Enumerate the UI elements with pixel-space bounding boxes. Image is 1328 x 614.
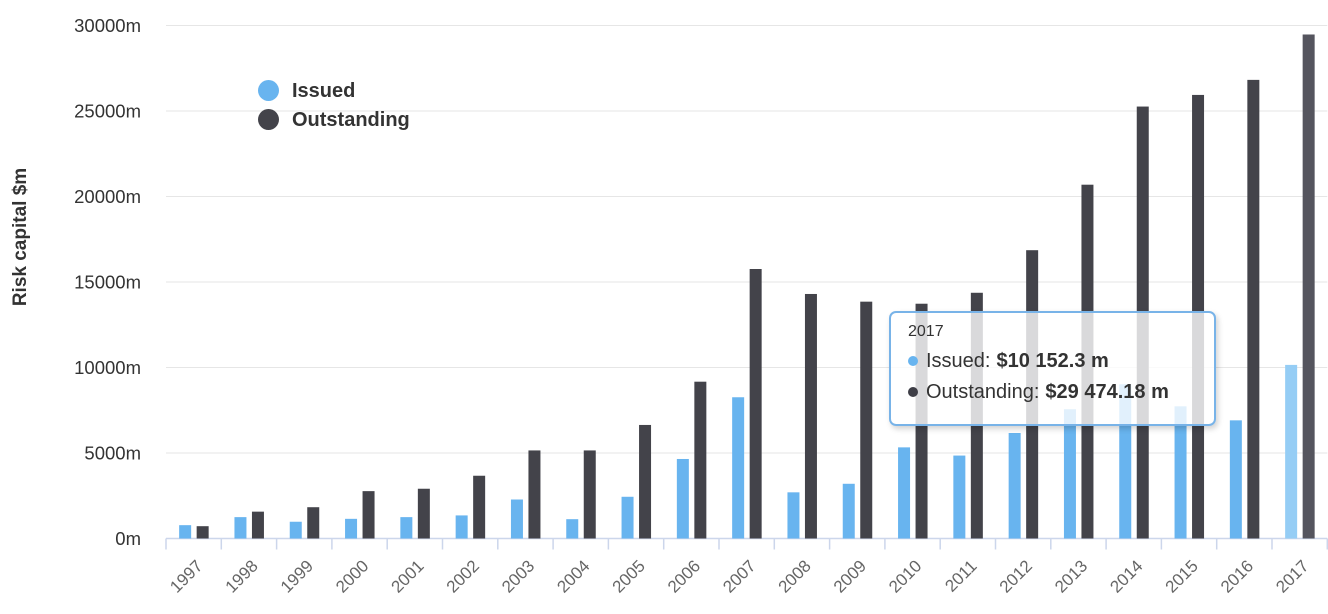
- bar-outstanding-1998[interactable]: [251, 511, 264, 539]
- bar-issued-1997[interactable]: [179, 525, 192, 539]
- bar-outstanding-2015[interactable]: [1192, 94, 1205, 539]
- x-tick-label-2016: 2016: [1217, 556, 1257, 596]
- y-tick-label-25000m: 25000m: [74, 101, 141, 122]
- x-tick-label-2011: 2011: [941, 556, 980, 595]
- bar-outstanding-2012[interactable]: [1026, 250, 1039, 539]
- bar-outstanding-1997[interactable]: [196, 526, 209, 539]
- bar-issued-2012[interactable]: [1008, 432, 1021, 539]
- bar-outstanding-2010[interactable]: [915, 303, 928, 539]
- bar-issued-2000[interactable]: [345, 518, 358, 539]
- legend-label: Outstanding: [292, 108, 410, 131]
- bar-outstanding-2001[interactable]: [417, 488, 430, 539]
- bar-issued-2005[interactable]: [621, 496, 634, 539]
- bar-issued-1999[interactable]: [289, 521, 302, 539]
- bar-issued-2004[interactable]: [566, 519, 579, 539]
- bar-issued-2008[interactable]: [787, 492, 800, 539]
- bar-issued-2010[interactable]: [898, 447, 911, 539]
- bar-outstanding-2013[interactable]: [1081, 184, 1094, 539]
- bar-outstanding-2003[interactable]: [528, 450, 541, 539]
- bar-issued-2016[interactable]: [1229, 420, 1242, 539]
- x-tick-label-2005: 2005: [609, 556, 649, 596]
- bar-issued-2013[interactable]: [1063, 409, 1076, 539]
- x-tick-label-2000: 2000: [332, 556, 372, 596]
- x-tick-label-2008: 2008: [775, 556, 815, 596]
- legend-item-issued[interactable]: Issued: [258, 79, 410, 102]
- x-tick-label-2009: 2009: [830, 556, 870, 596]
- y-tick-label-10000m: 10000m: [74, 357, 141, 378]
- legend: Issued Outstanding: [258, 79, 410, 137]
- y-tick-label-15000m: 15000m: [74, 272, 141, 293]
- outstanding-series-marker-icon: [258, 109, 279, 130]
- bar-outstanding-2007[interactable]: [749, 269, 762, 539]
- bar-issued-2017[interactable]: [1285, 364, 1298, 539]
- bar-issued-2011[interactable]: [953, 455, 966, 539]
- y-tick-label-5000m: 5000m: [84, 443, 141, 464]
- bar-outstanding-2006[interactable]: [694, 381, 707, 539]
- bar-issued-1998[interactable]: [234, 517, 247, 539]
- y-tick-label-0m: 0m: [115, 528, 141, 549]
- legend-label: Issued: [292, 79, 356, 102]
- legend-item-outstanding[interactable]: Outstanding: [258, 108, 410, 131]
- bar-outstanding-2002[interactable]: [473, 475, 486, 539]
- bar-outstanding-2011[interactable]: [970, 292, 983, 539]
- bar-issued-2009[interactable]: [842, 483, 855, 539]
- bar-outstanding-2005[interactable]: [639, 424, 652, 539]
- x-tick-label-2017: 2017: [1272, 556, 1312, 596]
- x-tick-label-1998: 1998: [222, 556, 262, 596]
- y-axis-title: Risk capital $m: [10, 167, 31, 307]
- x-tick-label-2007: 2007: [719, 556, 759, 596]
- x-tick-label-2001: 2001: [387, 556, 427, 596]
- y-tick-label-30000m: 30000m: [74, 15, 141, 36]
- bar-issued-2015[interactable]: [1174, 406, 1187, 539]
- issued-series-marker-icon: [258, 80, 279, 101]
- bar-outstanding-2014[interactable]: [1136, 106, 1149, 539]
- bar-outstanding-2009[interactable]: [860, 301, 873, 539]
- x-tick-label-1999: 1999: [277, 556, 317, 596]
- x-tick-label-2013: 2013: [1051, 556, 1091, 596]
- bar-issued-2006[interactable]: [676, 458, 689, 539]
- x-tick-label-2010: 2010: [885, 556, 925, 596]
- bar-issued-2003[interactable]: [510, 499, 523, 539]
- bar-outstanding-1999[interactable]: [307, 507, 320, 539]
- bar-issued-2001[interactable]: [400, 517, 413, 539]
- x-tick-label-2002: 2002: [443, 556, 483, 596]
- x-tick-label-1997: 1997: [166, 556, 206, 596]
- bar-issued-2002[interactable]: [455, 515, 468, 539]
- x-tick-label-2012: 2012: [996, 556, 1036, 596]
- bar-outstanding-2004[interactable]: [583, 450, 596, 539]
- bar-issued-2014[interactable]: [1119, 384, 1132, 539]
- x-tick-label-2006: 2006: [664, 556, 704, 596]
- bar-outstanding-2000[interactable]: [362, 491, 375, 539]
- bar-issued-2007[interactable]: [732, 397, 745, 539]
- x-tick-label-2003: 2003: [498, 556, 538, 596]
- y-tick-label-20000m: 20000m: [74, 186, 141, 207]
- bar-outstanding-2017[interactable]: [1302, 34, 1315, 539]
- x-tick-label-2014: 2014: [1106, 556, 1146, 596]
- x-tick-label-2004: 2004: [553, 556, 593, 596]
- bar-outstanding-2008[interactable]: [804, 293, 817, 539]
- bar-outstanding-2016[interactable]: [1247, 79, 1260, 539]
- x-tick-label-2015: 2015: [1162, 556, 1202, 596]
